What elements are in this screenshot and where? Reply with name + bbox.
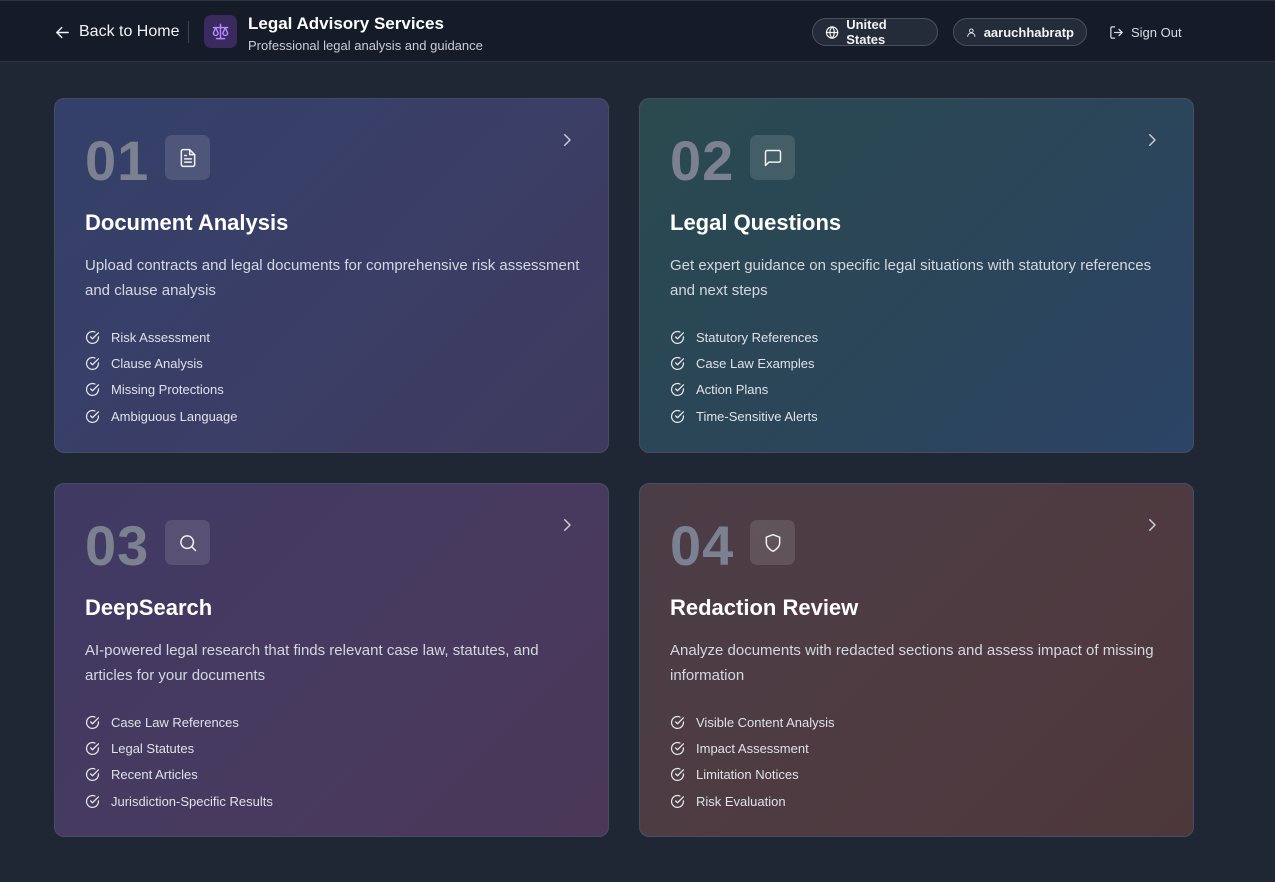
card-icon-box	[165, 135, 210, 180]
feature-label: Jurisdiction-Specific Results	[111, 793, 273, 809]
list-item: Time-Sensitive Alerts	[670, 403, 818, 429]
list-item: Risk Evaluation	[670, 788, 835, 814]
check-circle-icon	[670, 794, 685, 808]
page-subtitle: Professional legal analysis and guidance	[248, 38, 483, 53]
feature-label: Clause Analysis	[111, 355, 203, 371]
check-circle-icon	[670, 330, 685, 344]
card-title: Redaction Review	[670, 595, 859, 620]
list-item: Action Plans	[670, 377, 818, 403]
check-circle-icon	[85, 741, 100, 755]
feature-label: Recent Articles	[111, 767, 198, 783]
page-title: Legal Advisory Services	[248, 14, 444, 33]
check-circle-icon	[670, 356, 685, 370]
chevron-right-icon	[1149, 134, 1156, 146]
scales-icon	[212, 23, 229, 40]
feature-label: Legal Statutes	[111, 740, 195, 756]
check-circle-icon	[670, 409, 685, 423]
list-item: Visible Content Analysis	[670, 709, 835, 735]
card-title: Document Analysis	[85, 210, 289, 235]
service-card-deepsearch[interactable]: 03 DeepSearch AI-powered legal research …	[54, 483, 609, 837]
card-icon-box	[165, 520, 210, 565]
app-logo	[204, 15, 237, 48]
check-circle-icon	[670, 383, 685, 397]
document-icon	[180, 148, 195, 167]
user-icon	[967, 27, 976, 37]
list-item: Ambiguous Language	[85, 403, 238, 429]
check-circle-icon	[670, 715, 685, 729]
username-label: aaruchhabratp	[983, 24, 1074, 40]
feature-list: Statutory References Case Law Examples A…	[670, 324, 818, 429]
check-circle-icon	[85, 794, 100, 808]
country-label: United States	[846, 17, 887, 47]
feature-label: Risk Evaluation	[696, 793, 786, 809]
card-icon-box	[750, 135, 795, 180]
list-item: Jurisdiction-Specific Results	[85, 788, 273, 814]
card-number: 03	[85, 514, 150, 577]
card-description: Analyze documents with redacted sections…	[670, 642, 1154, 684]
log-out-icon	[1110, 25, 1123, 39]
list-item: Recent Articles	[85, 762, 273, 788]
card-number: 04	[670, 514, 735, 577]
service-card-redaction-review[interactable]: 04 Redaction Review Analyze documents wi…	[639, 483, 1194, 837]
feature-label: Action Plans	[696, 382, 769, 398]
feature-label: Visible Content Analysis	[696, 714, 835, 730]
check-circle-icon	[85, 356, 100, 370]
feature-list: Case Law References Legal Statutes Recen…	[85, 709, 273, 814]
header-divider	[188, 21, 189, 43]
check-circle-icon	[85, 768, 100, 782]
card-number: 02	[670, 129, 735, 192]
card-description: Get expert guidance on specific legal si…	[670, 257, 1152, 299]
check-circle-icon	[670, 741, 685, 755]
list-item: Legal Statutes	[85, 735, 273, 761]
card-description: Upload contracts and legal documents for…	[85, 257, 580, 299]
list-item: Missing Protections	[85, 377, 238, 403]
service-card-document-analysis[interactable]: 01 Document Analysis Upload contracts an…	[54, 98, 609, 453]
list-item: Impact Assessment	[670, 735, 835, 761]
back-to-home-label: Back to Home	[79, 23, 180, 40]
feature-label: Case Law Examples	[696, 355, 815, 371]
feature-label: Case Law References	[111, 714, 239, 730]
message-icon	[764, 149, 781, 166]
chevron-right-icon	[564, 519, 571, 531]
sign-out-label: Sign Out	[1131, 24, 1182, 40]
sign-out-button[interactable]: Sign Out	[1109, 22, 1182, 42]
country-selector-button[interactable]: United States	[812, 17, 938, 47]
check-circle-icon	[85, 383, 100, 397]
feature-label: Missing Protections	[111, 382, 224, 398]
feature-label: Limitation Notices	[696, 767, 799, 783]
card-description: AI-powered legal research that finds rel…	[85, 642, 539, 684]
arrow-left-icon	[56, 26, 69, 38]
check-circle-icon	[85, 330, 100, 344]
shield-icon	[765, 533, 780, 552]
feature-list: Visible Content Analysis Impact Assessme…	[670, 709, 835, 814]
list-item: Clause Analysis	[85, 350, 238, 376]
card-number: 01	[85, 129, 150, 192]
list-item: Case Law References	[85, 709, 273, 735]
feature-label: Ambiguous Language	[111, 408, 238, 424]
list-item: Statutory References	[670, 324, 818, 350]
list-item: Limitation Notices	[670, 762, 835, 788]
feature-label: Time-Sensitive Alerts	[696, 408, 818, 424]
check-circle-icon	[85, 409, 100, 423]
card-icon-box	[750, 520, 795, 565]
list-item: Risk Assessment	[85, 324, 238, 350]
check-circle-icon	[670, 768, 685, 782]
user-profile-button[interactable]: aaruchhabratp	[953, 18, 1087, 46]
list-item: Case Law Examples	[670, 350, 818, 376]
service-card-legal-questions[interactable]: 02 Legal Questions Get expert guidance o…	[639, 98, 1194, 453]
top-bar: Back to Home Legal Advisory Services Pro…	[0, 0, 1275, 62]
chevron-right-icon	[1149, 519, 1156, 531]
feature-list: Risk Assessment Clause Analysis Missing …	[85, 324, 238, 429]
card-title: Legal Questions	[670, 210, 842, 235]
globe-icon	[825, 25, 839, 39]
feature-label: Risk Assessment	[111, 329, 210, 345]
check-circle-icon	[85, 715, 100, 729]
chevron-right-icon	[564, 134, 571, 146]
card-title: DeepSearch	[85, 595, 213, 620]
feature-label: Impact Assessment	[696, 740, 809, 756]
back-to-home-button[interactable]: Back to Home	[54, 19, 179, 45]
feature-label: Statutory References	[696, 329, 819, 345]
search-icon	[179, 534, 196, 551]
